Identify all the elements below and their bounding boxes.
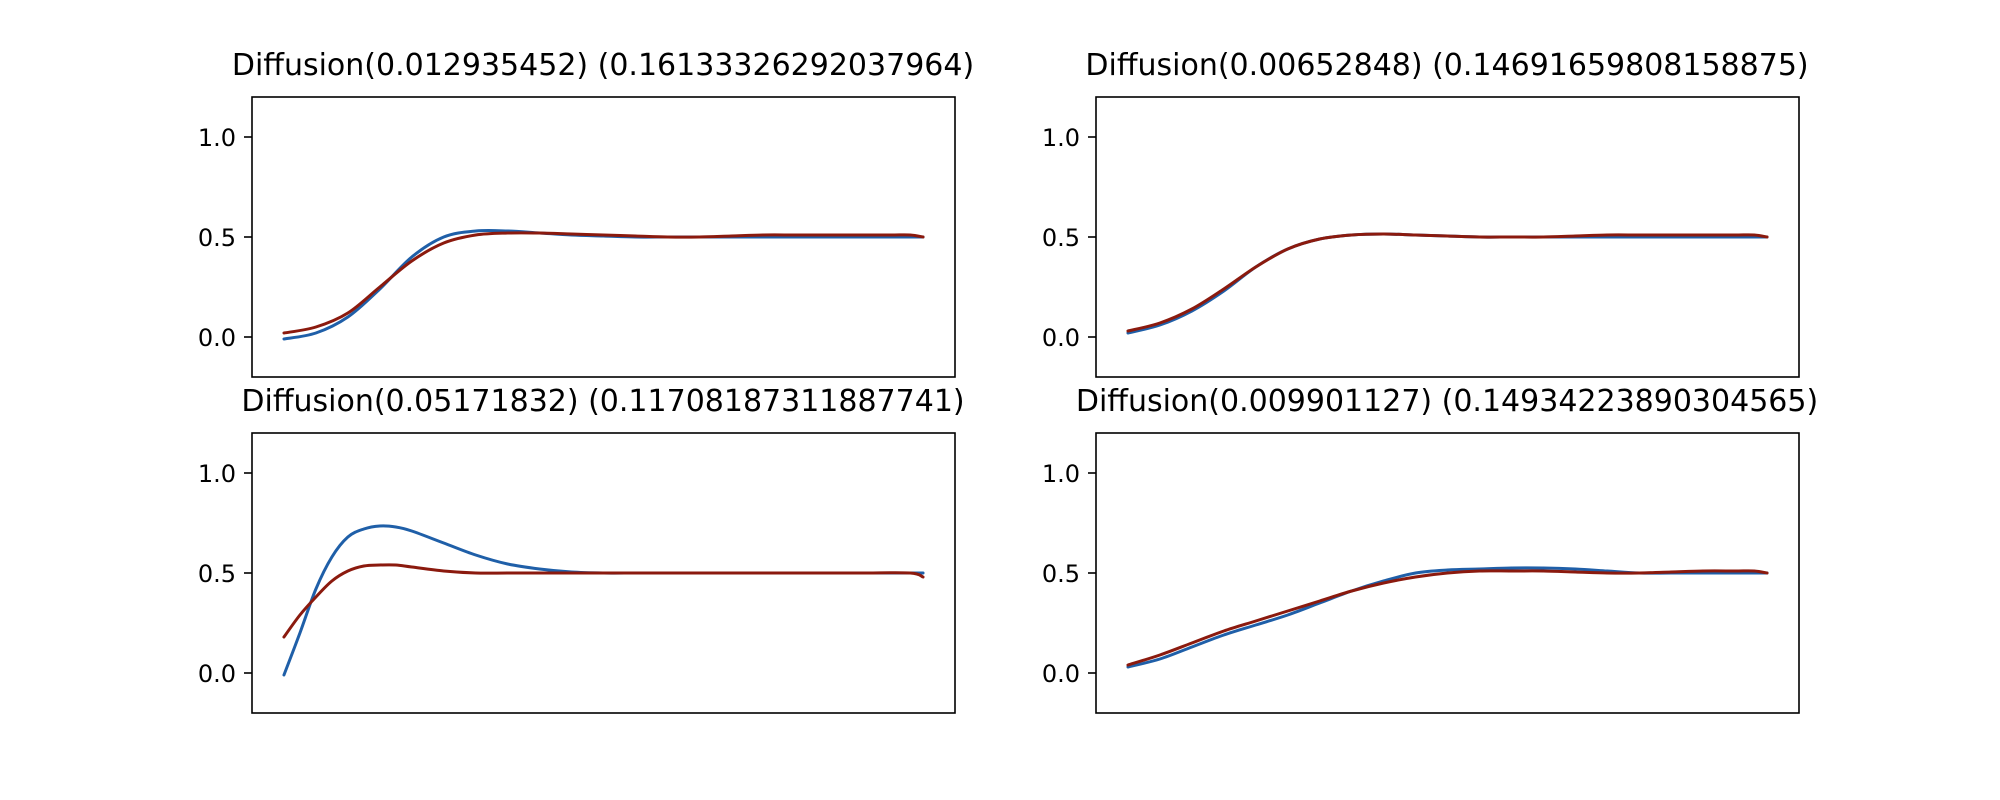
y-tick-label: 0.0: [1042, 324, 1080, 352]
y-tick-label: 0.5: [1042, 224, 1080, 252]
subplot-title: Diffusion(0.012935452) (0.16133326292037…: [232, 48, 974, 83]
series-line-prediction: [1126, 569, 1769, 667]
plot-area: [282, 228, 925, 341]
y-tick-label: 1.0: [1042, 124, 1080, 152]
y-tick-label: 1.0: [198, 124, 236, 152]
subplot-title: Diffusion(0.00652848) (0.146916598081588…: [1085, 48, 1808, 83]
y-tick-label: 0.0: [198, 324, 236, 352]
y-axis: 1.0 0.5 0.0: [198, 124, 252, 352]
plot-area: [1126, 232, 1769, 335]
subplot-3: Diffusion(0.05171832) (0.117081873118877…: [198, 384, 965, 714]
y-tick-label: 0.0: [198, 660, 236, 688]
series-line-prediction: [282, 231, 925, 335]
y-tick-label: 1.0: [198, 460, 236, 488]
y-tick-label: 0.5: [198, 560, 236, 588]
y-axis: 1.0 0.5 0.0: [198, 460, 252, 688]
y-axis: 1.0 0.5 0.0: [1042, 124, 1096, 352]
y-tick-label: 0.0: [1042, 660, 1080, 688]
y-axis: 1.0 0.5 0.0: [1042, 460, 1096, 688]
subplot-title: Diffusion(0.05171832) (0.117081873118877…: [241, 384, 964, 419]
subplot-4: Diffusion(0.009901127) (0.14934223890304…: [1042, 384, 1818, 714]
subplot-title: Diffusion(0.009901127) (0.14934223890304…: [1076, 384, 1818, 419]
subplot-2: Diffusion(0.00652848) (0.146916598081588…: [1042, 48, 1809, 378]
subplot-1: Diffusion(0.012935452) (0.16133326292037…: [198, 48, 974, 378]
y-tick-label: 1.0: [1042, 460, 1080, 488]
plot-area: [282, 524, 925, 677]
series-line-prediction: [1126, 232, 1769, 333]
y-tick-label: 0.5: [1042, 560, 1080, 588]
series-line-prediction: [282, 563, 925, 639]
plot-area: [1126, 566, 1769, 669]
y-tick-label: 0.5: [198, 224, 236, 252]
